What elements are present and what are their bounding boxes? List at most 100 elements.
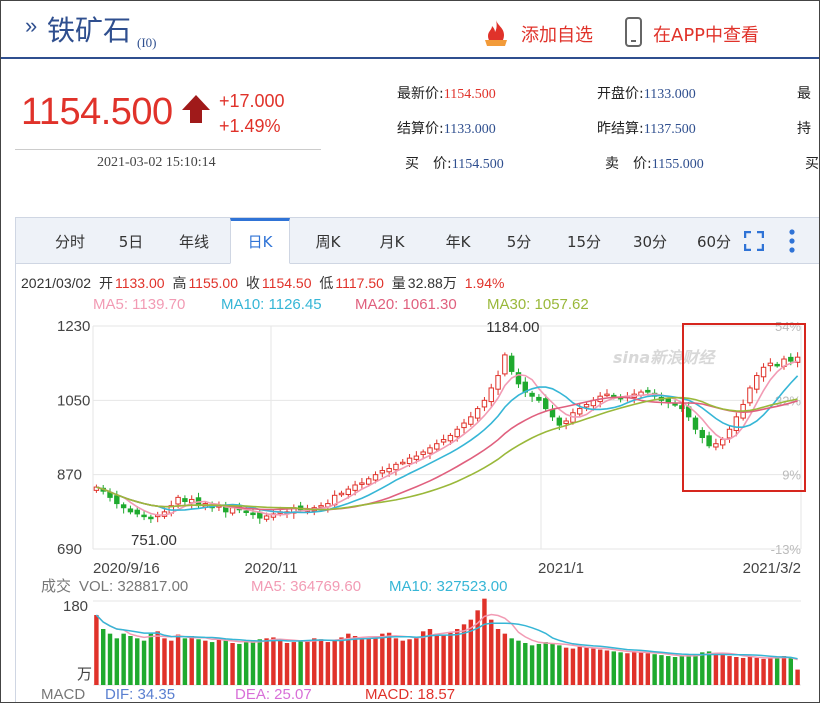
volume-bar	[543, 642, 548, 685]
candle-body	[461, 422, 467, 429]
macd-label: MACD	[41, 686, 85, 703]
volume-bar	[631, 651, 637, 685]
candle-body	[692, 417, 699, 430]
volume-label: MA5: 364769.60	[251, 578, 361, 595]
volume-axis-unit: 万	[77, 665, 92, 683]
candle-body	[379, 470, 386, 474]
macd-label: DEA: 25.07	[235, 686, 312, 703]
candle-body	[767, 362, 774, 367]
candle-body	[365, 478, 372, 485]
candle-body	[794, 356, 801, 363]
flame-icon[interactable]	[483, 19, 509, 47]
sina-watermark: sina新浪财经	[613, 348, 716, 367]
tab-yearline[interactable]: 年线	[178, 233, 209, 251]
page-title: 铁矿石	[47, 14, 132, 47]
volume-bar	[325, 642, 331, 685]
tab-weekly-k[interactable]: 周K	[315, 233, 341, 251]
quote-field: 结算价:1133.000	[397, 121, 496, 137]
volume-bar	[495, 629, 501, 685]
quote-field: 最	[797, 86, 811, 102]
volume-bar	[175, 634, 181, 685]
candle-body	[318, 505, 324, 508]
tab-30min[interactable]: 30分	[632, 233, 668, 251]
candle-body	[604, 393, 610, 397]
candle-body	[250, 512, 256, 516]
volume-bar	[570, 648, 576, 685]
volume-bar	[332, 640, 337, 685]
tab-15min[interactable]: 15分	[566, 233, 602, 251]
quote-field: 最新价:1154.500	[397, 86, 496, 102]
volume-bar	[223, 640, 228, 685]
volume-bar	[359, 639, 365, 685]
add-watchlist-button[interactable]: 添加自选	[521, 25, 593, 46]
volume-bar	[468, 619, 474, 685]
candle-body	[760, 366, 767, 378]
bar-vol-label: 量	[391, 275, 406, 291]
fullscreen-icon[interactable]	[744, 231, 764, 251]
candle-body	[127, 508, 134, 513]
up-arrow-icon	[182, 95, 210, 123]
quote-field: 持	[797, 121, 811, 137]
candle-body	[420, 451, 426, 455]
volume-bar	[135, 638, 140, 685]
tab-5min[interactable]: 5分	[506, 233, 532, 251]
ma5-line	[96, 360, 798, 516]
open-app-button[interactable]: 在APP中查看	[653, 25, 760, 46]
volume-bar	[209, 642, 215, 685]
volume-bar	[509, 638, 514, 685]
bar-close-label: 收	[245, 275, 260, 291]
high-annotation: 1184.00	[486, 319, 539, 336]
candle-body	[359, 482, 365, 485]
volume-bar	[638, 652, 644, 685]
candle-body	[406, 457, 413, 465]
volume-bar	[523, 643, 528, 685]
volume-bar	[250, 640, 256, 685]
change-percent: +1.49%	[219, 116, 281, 136]
candle-body	[713, 443, 719, 448]
tab-5day[interactable]: 5日	[118, 233, 144, 251]
phone-icon[interactable]	[625, 17, 642, 47]
tab-yearly-k[interactable]: 年K	[445, 233, 471, 251]
candle-body	[733, 416, 740, 431]
bar-high-label: 高	[172, 275, 187, 291]
candle-body	[468, 416, 474, 425]
candle-body	[229, 507, 236, 514]
candle-body	[393, 463, 399, 471]
tab-daily-k[interactable]: 日K	[230, 218, 290, 264]
volume-bar	[94, 615, 99, 685]
last-price: 1154.500	[21, 91, 173, 133]
quote-field: 买	[805, 156, 819, 172]
chevron-icon[interactable]: »	[25, 13, 38, 38]
volume-bar	[781, 656, 787, 685]
tab-intraday[interactable]: 分时	[54, 233, 85, 251]
volume-bar	[577, 646, 582, 685]
volume-bar	[652, 654, 657, 685]
volume-bar	[284, 643, 290, 685]
more-icon[interactable]	[788, 228, 796, 254]
candle-body	[338, 492, 345, 496]
x-tick-label: 2020/9/16	[93, 560, 160, 577]
quote-field: 卖 价:1155.000	[605, 156, 704, 172]
candle-body	[536, 396, 542, 401]
volume-bar	[720, 654, 725, 685]
candle-body	[263, 515, 270, 520]
candle-body	[706, 435, 712, 447]
volume-bar	[420, 631, 426, 685]
volume-bar	[441, 634, 446, 685]
price-change: +17.000 +1.49%	[219, 89, 285, 139]
volume-label: MA10: 327523.00	[389, 578, 507, 595]
bar-open: 1133.00	[114, 275, 165, 291]
tab-monthly-k[interactable]: 月K	[379, 233, 405, 251]
ma5-label: MA5: 1139.70	[93, 296, 186, 313]
candle-body	[679, 405, 685, 410]
candle-body	[400, 461, 406, 465]
volume-bar	[291, 642, 297, 685]
tab-60min[interactable]: 60分	[696, 233, 732, 251]
quote-field: 开盘价:1133.000	[597, 86, 696, 102]
volume-bar	[203, 640, 208, 685]
volume-bar	[346, 633, 351, 685]
volume-bar	[393, 638, 399, 685]
volume-bar	[454, 629, 460, 685]
volume-bar	[645, 653, 651, 685]
